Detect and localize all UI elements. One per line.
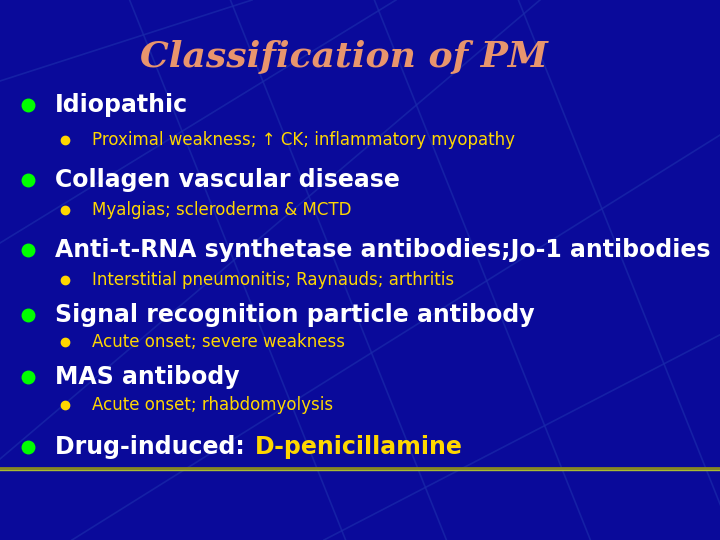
Text: Acute onset; severe weakness: Acute onset; severe weakness	[92, 333, 345, 351]
Text: Classification of PM: Classification of PM	[140, 40, 548, 74]
Text: Interstitial pneumonitis; Raynauds; arthritis: Interstitial pneumonitis; Raynauds; arth…	[92, 271, 454, 289]
Text: MAS antibody: MAS antibody	[55, 365, 240, 389]
Text: Myalgias; scleroderma & MCTD: Myalgias; scleroderma & MCTD	[92, 201, 351, 219]
Text: Proximal weakness; ↑ CK; inflammatory myopathy: Proximal weakness; ↑ CK; inflammatory my…	[92, 131, 515, 149]
Text: D-penicillamine: D-penicillamine	[255, 435, 463, 459]
Text: Anti-t-RNA synthetase antibodies;Jo-1 antibodies: Anti-t-RNA synthetase antibodies;Jo-1 an…	[55, 238, 711, 262]
Text: Collagen vascular disease: Collagen vascular disease	[55, 168, 400, 192]
Text: Idiopathic: Idiopathic	[55, 93, 188, 117]
Text: Signal recognition particle antibody: Signal recognition particle antibody	[55, 303, 535, 327]
Text: Acute onset; rhabdomyolysis: Acute onset; rhabdomyolysis	[92, 396, 333, 414]
Text: Drug-induced:: Drug-induced:	[55, 435, 253, 459]
